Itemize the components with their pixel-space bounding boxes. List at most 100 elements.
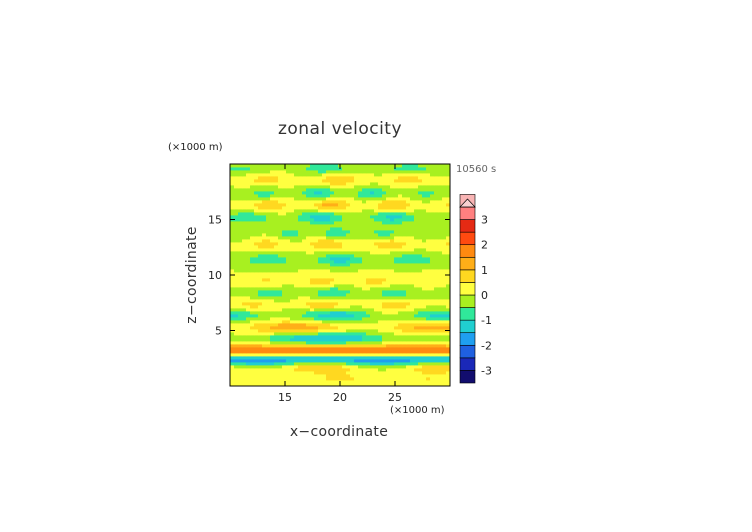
heatmap-cell bbox=[358, 197, 363, 201]
heatmap-cell bbox=[310, 257, 315, 261]
heatmap-cell bbox=[254, 269, 259, 273]
heatmap-cell bbox=[434, 269, 439, 273]
heatmap-cell bbox=[318, 329, 323, 333]
heatmap-cell bbox=[306, 164, 311, 168]
heatmap-cell bbox=[374, 272, 379, 276]
heatmap-cell bbox=[342, 368, 347, 372]
heatmap-cell bbox=[326, 209, 331, 213]
heatmap-cell bbox=[294, 362, 299, 366]
heatmap-cell bbox=[306, 371, 311, 375]
heatmap-cell bbox=[230, 350, 235, 354]
heatmap-cell bbox=[334, 176, 339, 180]
heatmap-cell bbox=[254, 182, 259, 186]
heatmap-cell bbox=[334, 248, 339, 252]
heatmap-cell bbox=[274, 218, 279, 222]
heatmap-cell bbox=[302, 356, 307, 360]
heatmap-cell bbox=[382, 236, 387, 240]
heatmap-cell bbox=[330, 347, 335, 351]
heatmap-cell bbox=[278, 281, 283, 285]
heatmap-cell bbox=[266, 182, 271, 186]
heatmap-cell bbox=[310, 374, 315, 378]
heatmap-cell bbox=[390, 176, 395, 180]
heatmap-cell bbox=[382, 311, 387, 315]
heatmap-cell bbox=[362, 266, 367, 270]
heatmap-cell bbox=[410, 167, 415, 171]
heatmap-cell bbox=[402, 218, 407, 222]
heatmap-cell bbox=[430, 305, 435, 309]
heatmap-cell bbox=[426, 287, 431, 291]
heatmap-cell bbox=[430, 170, 435, 174]
heatmap-cell bbox=[354, 233, 359, 237]
heatmap-cell bbox=[254, 275, 259, 279]
heatmap-cell bbox=[278, 239, 283, 243]
heatmap-cell bbox=[326, 374, 331, 378]
heatmap-cell bbox=[322, 239, 327, 243]
heatmap-cell bbox=[362, 173, 367, 177]
heatmap-cell bbox=[342, 254, 347, 258]
x-tick-label: 25 bbox=[388, 391, 402, 404]
heatmap-cell bbox=[242, 362, 247, 366]
heatmap-cell bbox=[270, 191, 275, 195]
heatmap-cell bbox=[378, 296, 383, 300]
heatmap-cell bbox=[386, 263, 391, 267]
heatmap-cell bbox=[278, 203, 283, 207]
heatmap-cell bbox=[246, 176, 251, 180]
heatmap-cell bbox=[274, 215, 279, 219]
heatmap-cell bbox=[310, 281, 315, 285]
heatmap-cell bbox=[334, 374, 339, 378]
heatmap-cell bbox=[314, 254, 319, 258]
heatmap-cell bbox=[334, 323, 339, 327]
heatmap-cell bbox=[422, 248, 427, 252]
heatmap-cell bbox=[402, 281, 407, 285]
heatmap-cell bbox=[298, 281, 303, 285]
heatmap-cell bbox=[234, 281, 239, 285]
heatmap-cell bbox=[438, 164, 443, 168]
heatmap-cell bbox=[346, 326, 351, 330]
heatmap-cell bbox=[398, 260, 403, 264]
heatmap-cell bbox=[258, 275, 263, 279]
heatmap-cell bbox=[238, 323, 243, 327]
heatmap-cell bbox=[298, 314, 303, 318]
heatmap-cell bbox=[374, 221, 379, 225]
heatmap-cell bbox=[446, 335, 451, 339]
heatmap-cell bbox=[278, 347, 283, 351]
heatmap-cell bbox=[258, 377, 263, 381]
heatmap-cell bbox=[250, 347, 255, 351]
heatmap-cell bbox=[266, 323, 271, 327]
heatmap-cell bbox=[270, 374, 275, 378]
heatmap-cell bbox=[370, 287, 375, 291]
heatmap-cell bbox=[246, 362, 251, 366]
heatmap-cell bbox=[406, 257, 411, 261]
heatmap-cell bbox=[322, 194, 327, 198]
heatmap-cell bbox=[398, 284, 403, 288]
heatmap-cell bbox=[442, 287, 447, 291]
heatmap-cell bbox=[322, 275, 327, 279]
heatmap-cell bbox=[430, 209, 435, 213]
heatmap-cell bbox=[246, 287, 251, 291]
heatmap-cell bbox=[322, 167, 327, 171]
heatmap-cell bbox=[446, 299, 451, 303]
heatmap-cell bbox=[410, 242, 415, 246]
heatmap-cell bbox=[362, 299, 367, 303]
heatmap-cell bbox=[390, 377, 395, 381]
heatmap-cell bbox=[250, 314, 255, 318]
heatmap-cell bbox=[286, 308, 291, 312]
heatmap-cell bbox=[318, 284, 323, 288]
heatmap-cell bbox=[434, 206, 439, 210]
heatmap-cell bbox=[234, 221, 239, 225]
heatmap-cell bbox=[282, 359, 287, 363]
heatmap-cell bbox=[438, 218, 443, 222]
heatmap-cell bbox=[238, 332, 243, 336]
heatmap-cell bbox=[254, 245, 259, 249]
heatmap-cell bbox=[402, 209, 407, 213]
heatmap-cell bbox=[306, 305, 311, 309]
heatmap-cell bbox=[290, 233, 295, 237]
heatmap-cell bbox=[326, 302, 331, 306]
heatmap-cell bbox=[314, 191, 319, 195]
heatmap-cell bbox=[362, 362, 367, 366]
heatmap-cell bbox=[362, 251, 367, 255]
heatmap-cell bbox=[250, 341, 255, 345]
heatmap-cell bbox=[406, 353, 411, 357]
heatmap-cell bbox=[354, 251, 359, 255]
